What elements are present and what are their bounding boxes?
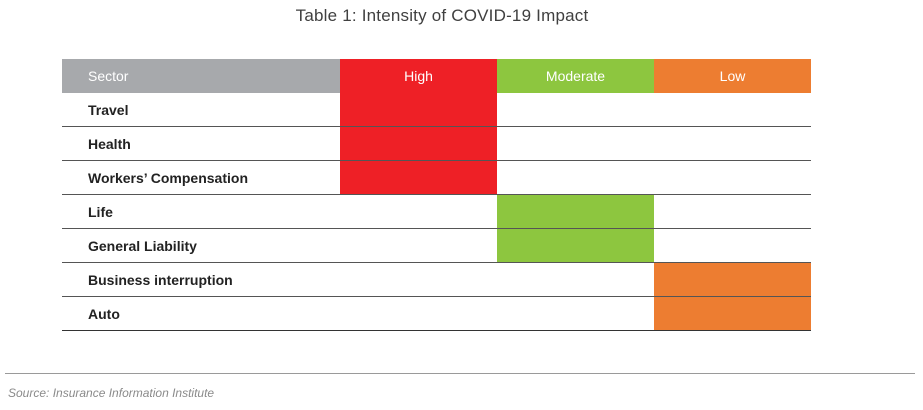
intensity-cell-moderate [497, 296, 654, 331]
intensity-cell-high [340, 93, 497, 127]
intensity-cell-moderate [497, 194, 654, 229]
impact-table: Sector High Moderate Low Travel Health Wor… [62, 59, 811, 331]
header-moderate: Moderate [497, 59, 654, 93]
header-row: Sector High Moderate Low [62, 59, 811, 93]
intensity-cell-moderate [497, 262, 654, 297]
sector-name: Business interruption [62, 262, 340, 297]
footer-divider [5, 373, 915, 374]
table-row: Health [62, 126, 811, 161]
intensity-cell-low [654, 194, 811, 229]
table-title: Table 1: Intensity of COVID-19 Impact [295, 6, 589, 25]
table-row: Business interruption [62, 262, 811, 297]
intensity-cell-high [340, 160, 497, 195]
sector-name: Health [62, 126, 340, 161]
table-row: Auto [62, 296, 811, 331]
intensity-cell-low [654, 126, 811, 161]
intensity-cell-moderate [497, 126, 654, 161]
intensity-cell-high [340, 228, 497, 263]
intensity-cell-high [340, 262, 497, 297]
source-note: Source: Insurance Information Institute [8, 386, 215, 400]
intensity-cell-high [340, 126, 497, 161]
sector-name: Workers’ Compensation [62, 160, 340, 195]
intensity-cell-low [654, 93, 811, 127]
intensity-cell-low [654, 296, 811, 331]
header-high: High [340, 59, 497, 93]
intensity-cell-high [340, 194, 497, 229]
sector-name: Travel [62, 93, 340, 127]
table-row: Travel [62, 93, 811, 127]
intensity-cell-low [654, 262, 811, 297]
intensity-cell-low [654, 228, 811, 263]
intensity-cell-low [654, 160, 811, 195]
table-body: Travel Health Workers’ Compensation Life Gen… [62, 93, 811, 331]
sector-name: Life [62, 194, 340, 229]
intensity-cell-high [340, 296, 497, 331]
table-row: General Liability [62, 228, 811, 263]
table-row: Workers’ Compensation [62, 160, 811, 195]
sector-name: General Liability [62, 228, 340, 263]
intensity-cell-moderate [497, 93, 654, 127]
table-row: Life [62, 194, 811, 229]
intensity-cell-moderate [497, 160, 654, 195]
header-sector: Sector [62, 59, 340, 93]
header-low: Low [654, 59, 811, 93]
sector-name: Auto [62, 296, 340, 331]
intensity-cell-moderate [497, 228, 654, 263]
